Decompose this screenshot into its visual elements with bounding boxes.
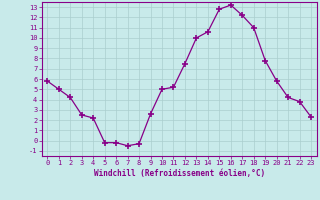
X-axis label: Windchill (Refroidissement éolien,°C): Windchill (Refroidissement éolien,°C) [94,169,265,178]
